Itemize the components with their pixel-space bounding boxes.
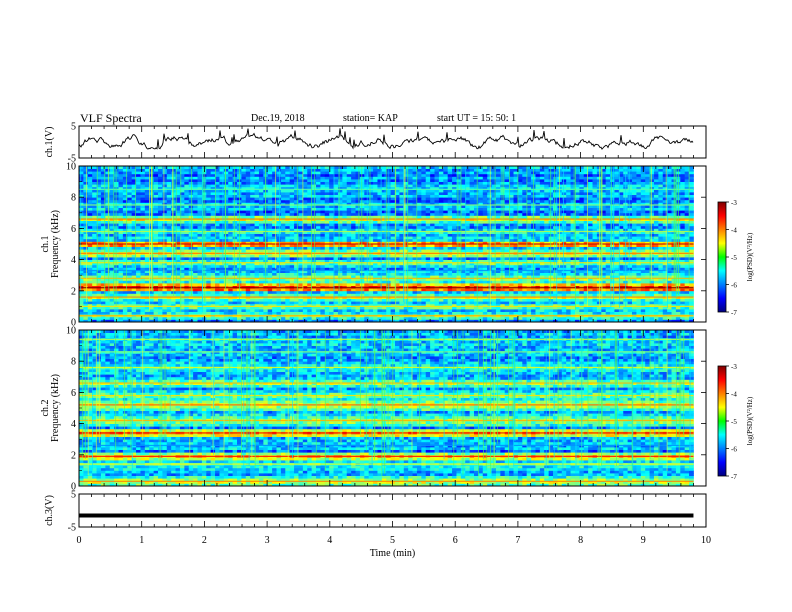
ch1-spectrogram-colorbar-tick-label: -5 <box>731 254 737 262</box>
ch1-spectrogram-ylabel-channel: ch.1 <box>40 236 51 253</box>
x-axis-tick-label: 0 <box>77 535 82 546</box>
header-start-time: start UT = 15: 50: 1 <box>437 113 517 124</box>
x-axis-tick-label: 3 <box>265 535 270 546</box>
ch3-voltage-ytick-label: -5 <box>68 523 76 534</box>
x-axis-label: Time (min) <box>370 548 415 559</box>
ch1-spectrogram-colorbar-tick-label: -4 <box>731 227 737 235</box>
header-date: Dec.19, 2018 <box>251 113 305 124</box>
ch1-spectrogram-ylabel: Frequency (kHz) <box>50 210 61 278</box>
ch1-spectrogram-colorbar-tick-label: -6 <box>731 282 737 290</box>
ch3-voltage-ylabel: ch.3(V) <box>44 495 55 526</box>
header-title: VLF Spectra <box>80 111 142 125</box>
ch3-voltage-ytick-label: 5 <box>71 490 76 501</box>
x-axis-tick-label: 9 <box>641 535 646 546</box>
x-axis-tick-label: 1 <box>139 535 144 546</box>
x-axis-tick-label: 5 <box>390 535 395 546</box>
ch2-spectrogram-colorbar-tick-label: -3 <box>731 363 737 371</box>
ch2-spectrogram-ytick-label: 0 <box>71 482 76 493</box>
ch1-spectrogram-ytick-label: 8 <box>71 193 76 204</box>
ch2-spectrogram-image <box>79 330 694 487</box>
ch2-spectrogram-colorbar-tick-label: -4 <box>731 391 737 399</box>
ch2-spectrogram-ylabel-channel: ch.2 <box>40 400 51 417</box>
ch2-spectrogram-ytick-label: 8 <box>71 357 76 368</box>
ch1-spectrogram-colorbar-label: log(PSD)(V²/Hz) <box>746 232 754 281</box>
ch1-spectrogram-ytick-label: 4 <box>71 255 76 266</box>
ch1-voltage-trace <box>78 128 694 150</box>
ch2-spectrogram-colorbar-tick-label: -5 <box>731 418 737 426</box>
ch2-spectrogram-colorbar-tick-label: -7 <box>731 473 737 481</box>
ch2-spectrogram-colorbar-label: log(PSD)(V²/Hz) <box>746 396 754 445</box>
x-axis-tick-label: 8 <box>578 535 583 546</box>
ch1-voltage-ytick-label: 5 <box>71 122 76 133</box>
ch2-spectrogram-ytick-label: 4 <box>71 419 76 430</box>
ch1-spectrogram-colorbar <box>717 201 727 313</box>
ch2-spectrogram-ytick-label: 6 <box>71 388 76 399</box>
x-axis-tick-label: 7 <box>515 535 520 546</box>
ch1-spectrogram-ytick-label: 6 <box>71 224 76 235</box>
header-station: station= KAP <box>343 113 398 124</box>
x-axis-tick-label: 10 <box>701 535 711 546</box>
x-axis-tick-label: 6 <box>453 535 458 546</box>
ch1-voltage-ytick-label: -5 <box>68 154 76 165</box>
x-axis-tick-label: 2 <box>202 535 207 546</box>
ch1-spectrogram-colorbar-tick-label: -7 <box>731 309 737 317</box>
ch1-spectrogram-ytick-label: 2 <box>71 286 76 297</box>
ch2-spectrogram-ylabel: Frequency (kHz) <box>50 374 61 442</box>
ch1-spectrogram-ytick-label: 10 <box>66 162 76 173</box>
ch1-spectrogram-image <box>79 166 694 323</box>
x-axis-tick-label: 4 <box>327 535 332 546</box>
ch1-voltage-ylabel: ch.1(V) <box>44 127 55 158</box>
ch1-spectrogram-ytick-label: 0 <box>71 318 76 329</box>
ch2-spectrogram-ytick-label: 2 <box>71 450 76 461</box>
ch2-spectrogram-ytick-label: 10 <box>66 326 76 337</box>
ch2-spectrogram-colorbar-tick-label: -6 <box>731 446 737 454</box>
ch2-spectrogram-colorbar <box>717 365 727 477</box>
ch1-spectrogram-colorbar-tick-label: -3 <box>731 199 737 207</box>
